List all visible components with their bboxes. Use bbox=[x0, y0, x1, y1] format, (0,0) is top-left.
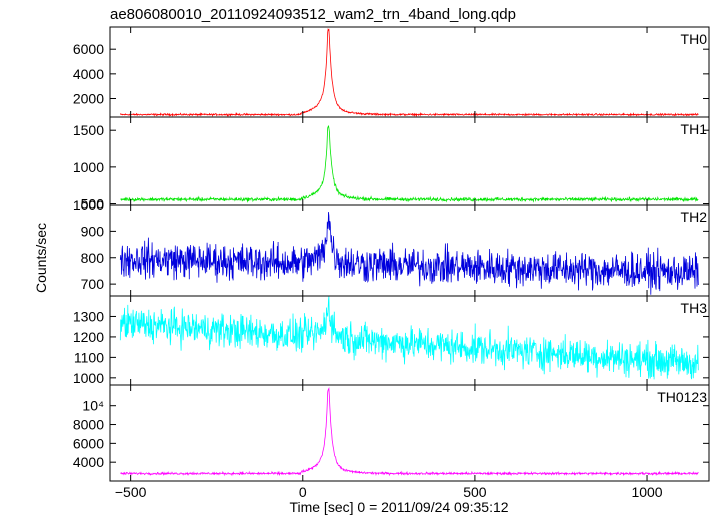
x-tick-label: 1000 bbox=[631, 484, 662, 500]
y-tick-label: 900 bbox=[81, 223, 105, 239]
y-tick-label: 1200 bbox=[73, 329, 104, 345]
y-tick-label: 500 bbox=[81, 196, 105, 212]
x-tick-label: 500 bbox=[463, 484, 487, 500]
x-tick-label: 0 bbox=[299, 484, 307, 500]
panel-th0123: 4000 6000 8000 10⁴ TH0123 bbox=[73, 384, 710, 482]
y-tick-label: 1500 bbox=[73, 122, 104, 138]
series-line-th0 bbox=[119, 27, 699, 118]
y-tick-label: 4000 bbox=[73, 66, 104, 82]
y-tick-label: 6000 bbox=[73, 41, 104, 57]
y-tick-label: 1000 bbox=[73, 370, 104, 386]
y-tick-label: 700 bbox=[81, 276, 105, 292]
panel-frame bbox=[109, 116, 710, 206]
x-tick-label: −500 bbox=[115, 484, 147, 500]
y-tick-label: 2000 bbox=[73, 91, 104, 107]
y-tick-label: 800 bbox=[81, 250, 105, 266]
y-tick-label: 4000 bbox=[73, 454, 104, 470]
y-tick-label: 6000 bbox=[73, 435, 104, 451]
panel-frame bbox=[109, 26, 710, 118]
series-name-th3: TH3 bbox=[681, 300, 708, 316]
series-line-th2 bbox=[119, 212, 699, 295]
y-axis-label: Counts/sec bbox=[33, 223, 49, 293]
series-name-th2: TH2 bbox=[681, 209, 708, 225]
panel-th2: 700 800 900 1000 TH2 bbox=[73, 197, 710, 297]
y-tick-label: 1000 bbox=[73, 197, 104, 213]
x-axis-label: Time [sec] 0 = 2011/09/24 09:35:12 bbox=[289, 499, 508, 515]
panel-th3: 1000 1100 1200 1300 TH3 bbox=[73, 295, 710, 386]
y-tick-label: 8000 bbox=[73, 417, 104, 433]
panel-th0: 2000 4000 6000 TH0 bbox=[73, 26, 710, 118]
chart-title: ae806080010_20110924093512_wam2_trn_4ban… bbox=[110, 6, 516, 23]
panel-frame bbox=[109, 384, 710, 482]
series-line-th1 bbox=[120, 125, 699, 203]
y-tick-label: 1000 bbox=[73, 159, 104, 175]
series-name-th1: TH1 bbox=[681, 121, 708, 137]
series-line-th0123 bbox=[120, 386, 699, 477]
series-line-th3 bbox=[119, 296, 699, 380]
panel-frame bbox=[109, 295, 710, 386]
y-tick-label: 10⁴ bbox=[82, 398, 104, 414]
y-tick-label: 1300 bbox=[73, 308, 104, 324]
series-name-th0: TH0 bbox=[681, 31, 708, 47]
y-tick-label: 1100 bbox=[74, 349, 104, 365]
series-name-th0123: TH0123 bbox=[657, 389, 707, 405]
